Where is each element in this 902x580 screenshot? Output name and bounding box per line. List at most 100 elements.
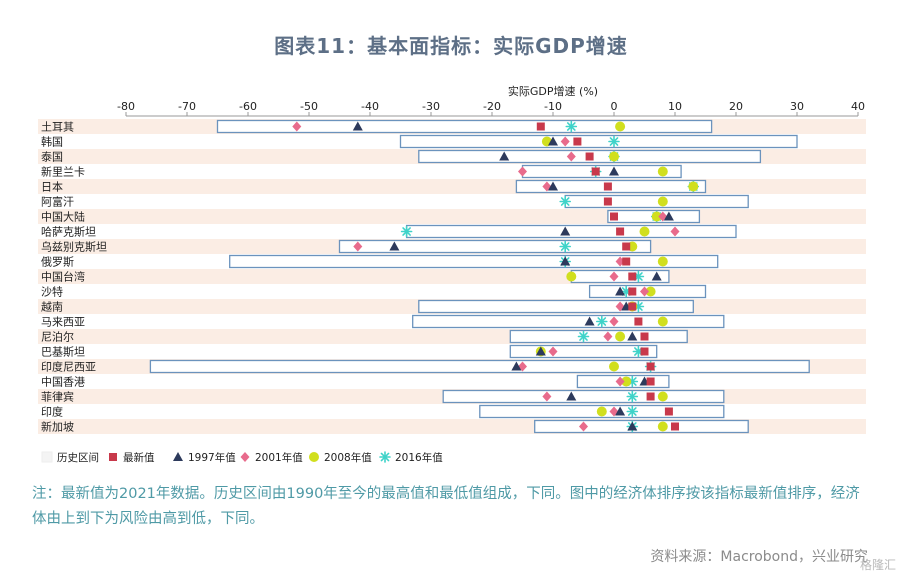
latest-marker xyxy=(646,392,655,401)
range-bar xyxy=(564,194,749,209)
y2008-marker xyxy=(657,196,668,207)
y2016-marker xyxy=(608,135,620,148)
latest-marker xyxy=(622,257,631,266)
y2008-marker xyxy=(657,166,668,177)
y1997-marker xyxy=(663,211,674,221)
range-bar xyxy=(399,134,798,149)
y2016-marker xyxy=(577,330,590,343)
range-bar xyxy=(149,359,810,374)
y1997-marker xyxy=(499,151,510,161)
y1997-marker xyxy=(627,331,638,341)
row-label: 阿富汗 xyxy=(41,195,74,209)
watermark: 格隆汇 xyxy=(859,558,896,572)
x-axis-label: 实际GDP增速 (%) xyxy=(508,84,598,98)
y2001-marker xyxy=(292,121,302,132)
y2008-marker xyxy=(639,226,650,237)
row-label: 印度 xyxy=(41,405,63,419)
x-tick-label: -60 xyxy=(239,100,257,113)
row-label: 日本 xyxy=(41,180,63,194)
y2008-marker xyxy=(657,316,668,327)
y2008-marker xyxy=(657,421,668,432)
latest-marker xyxy=(536,122,545,131)
latest-marker xyxy=(634,317,643,326)
y2016-marker xyxy=(559,195,572,208)
row-label: 哈萨克斯坦 xyxy=(41,225,96,239)
latest-marker xyxy=(603,182,612,191)
range-dot-chart: 实际GDP增速 (%) -80 -70 -60 -50 -40 -30 -20 -10 0 10 2… xyxy=(38,84,866,464)
range-bar xyxy=(412,314,725,329)
x-tick-label: -70 xyxy=(178,100,196,113)
y2001-marker xyxy=(566,151,576,162)
latest-marker xyxy=(640,332,649,341)
y2008-marker xyxy=(645,286,656,297)
y1997-marker xyxy=(548,181,558,191)
range-bar xyxy=(509,329,688,344)
y2008-marker xyxy=(657,391,668,402)
legend-range-swatch xyxy=(41,451,53,463)
y2008-marker xyxy=(688,181,699,192)
row-label: 越南 xyxy=(41,300,63,314)
range-bar xyxy=(442,389,725,404)
y2001-marker xyxy=(518,166,527,177)
y2008-marker xyxy=(615,121,626,132)
legend-y2008-swatch xyxy=(309,452,319,462)
latest-marker xyxy=(585,152,594,161)
y1997-marker xyxy=(627,421,638,431)
range-bar xyxy=(216,119,713,134)
latest-marker xyxy=(616,227,625,236)
y1997-marker xyxy=(615,286,626,296)
y2001-marker xyxy=(670,226,680,237)
row-label: 韩国 xyxy=(41,135,63,149)
row-label: 尼泊尔 xyxy=(41,331,74,344)
y2016-marker xyxy=(565,120,578,133)
y2001-marker xyxy=(542,391,552,402)
range-bar xyxy=(521,164,682,179)
y2016-marker xyxy=(595,315,608,328)
row-label: 巴基斯坦 xyxy=(41,345,85,359)
latest-marker xyxy=(591,167,600,176)
y2001-marker xyxy=(609,316,619,327)
x-tick-label: -50 xyxy=(300,100,318,113)
y2016-marker xyxy=(626,390,639,403)
range-bar xyxy=(509,344,658,359)
notes-text: 注：最新值为2021年数据。历史区间由1990年至今的最高值和最低值组成，下同。… xyxy=(32,486,860,527)
latest-marker xyxy=(646,362,655,371)
x-tick-label: -20 xyxy=(483,100,501,113)
row-label: 沙特 xyxy=(41,285,63,299)
latest-marker xyxy=(640,347,649,356)
y2001-marker xyxy=(560,136,570,147)
y2008-marker xyxy=(657,256,668,267)
y2008-marker xyxy=(609,151,619,162)
legend-label: 最新值 xyxy=(123,451,155,464)
legend-label: 2016年值 xyxy=(395,451,443,464)
latest-marker xyxy=(573,137,582,146)
legend-y1997-swatch xyxy=(173,452,183,461)
latest-marker xyxy=(603,197,612,206)
y1997-marker xyxy=(560,226,571,236)
row-band xyxy=(38,269,866,284)
latest-marker xyxy=(628,287,637,296)
y1997-marker xyxy=(535,346,546,356)
y2008-marker xyxy=(651,211,662,222)
row-label: 中国台湾 xyxy=(41,270,85,284)
row-label: 中国香港 xyxy=(41,376,85,389)
latest-marker xyxy=(671,422,679,431)
y1997-marker xyxy=(609,166,619,176)
y2008-marker xyxy=(566,271,577,282)
row-label: 马来西亚 xyxy=(41,316,85,329)
y2001-marker xyxy=(609,271,619,282)
x-tick-label: 20 xyxy=(729,100,743,113)
y2001-marker xyxy=(579,421,588,432)
range-bar xyxy=(534,419,749,434)
legend-label: 历史区间 xyxy=(57,451,99,464)
row-label: 土耳其 xyxy=(41,121,74,134)
legend-latest-swatch xyxy=(109,453,117,461)
x-tick-label: 10 xyxy=(668,100,682,113)
y2001-marker xyxy=(615,376,625,387)
row-band xyxy=(38,179,866,194)
row-label: 新加坡 xyxy=(41,420,74,434)
legend-y2016-swatch xyxy=(379,451,391,463)
x-tick-label: 0 xyxy=(611,100,618,113)
row-label: 泰国 xyxy=(41,150,63,164)
y1997-marker xyxy=(651,271,662,281)
